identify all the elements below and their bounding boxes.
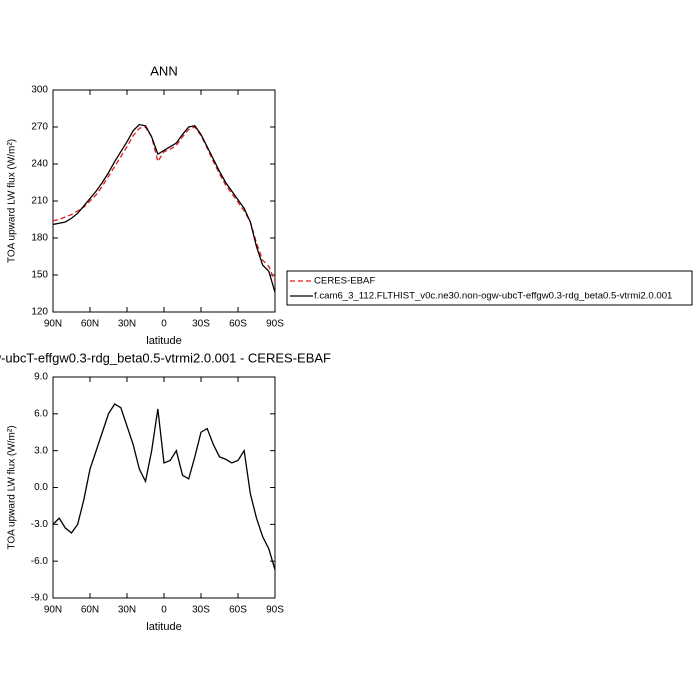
x-tick-label: 90N <box>44 605 62 616</box>
y-tick-label: 240 <box>31 159 48 170</box>
y-tick-label: -3.0 <box>31 519 49 530</box>
x-tick-label: 90S <box>266 605 284 616</box>
legend-label: CERES-EBAF <box>314 276 375 287</box>
x-axis-label: latitude <box>146 621 181 633</box>
y-tick-label: 150 <box>31 270 48 281</box>
y-tick-label: 270 <box>31 122 48 133</box>
x-tick-label: 60S <box>229 605 247 616</box>
y-tick-label: 300 <box>31 85 48 96</box>
chart-title: ST_v0c.ne30.non-ogw-ubcT-effgw0.3-rdg_be… <box>0 350 331 365</box>
y-tick-label: 120 <box>31 307 48 318</box>
x-tick-label: 30N <box>118 319 136 330</box>
x-tick-label: 0 <box>161 319 167 330</box>
x-tick-label: 0 <box>161 605 167 616</box>
y-tick-label: -6.0 <box>31 556 49 567</box>
y-axis-label: TOA upward LW flux (W/m²) <box>7 139 18 263</box>
y-tick-label: 0.0 <box>34 482 48 493</box>
y-tick-label: 180 <box>31 233 48 244</box>
data-line <box>52 123 276 293</box>
legend-label: f.cam6_3_112.FLTHIST_v0c.ne30.non-ogw-ub… <box>314 291 672 302</box>
x-tick-label: 90N <box>44 319 62 330</box>
plot-frame <box>52 89 276 313</box>
data-line <box>52 126 276 282</box>
legend-box <box>286 270 693 306</box>
x-tick-label: 60N <box>81 319 99 330</box>
x-tick-label: 60S <box>229 319 247 330</box>
y-tick-label: 9.0 <box>34 372 48 383</box>
y-tick-label: 3.0 <box>34 445 48 456</box>
chart-title: ANN <box>150 63 177 78</box>
y-axis-label: TOA upward LW flux (W/m²) <box>7 425 18 549</box>
x-tick-label: 60N <box>81 605 99 616</box>
y-tick-label: 210 <box>31 196 48 207</box>
data-line <box>52 403 276 570</box>
y-tick-label: -9.0 <box>31 593 49 604</box>
y-tick-label: 6.0 <box>34 408 48 419</box>
x-tick-label: 90S <box>266 319 284 330</box>
x-axis-label: latitude <box>146 335 181 347</box>
x-tick-label: 30S <box>192 605 210 616</box>
x-tick-label: 30N <box>118 605 136 616</box>
x-tick-label: 30S <box>192 319 210 330</box>
